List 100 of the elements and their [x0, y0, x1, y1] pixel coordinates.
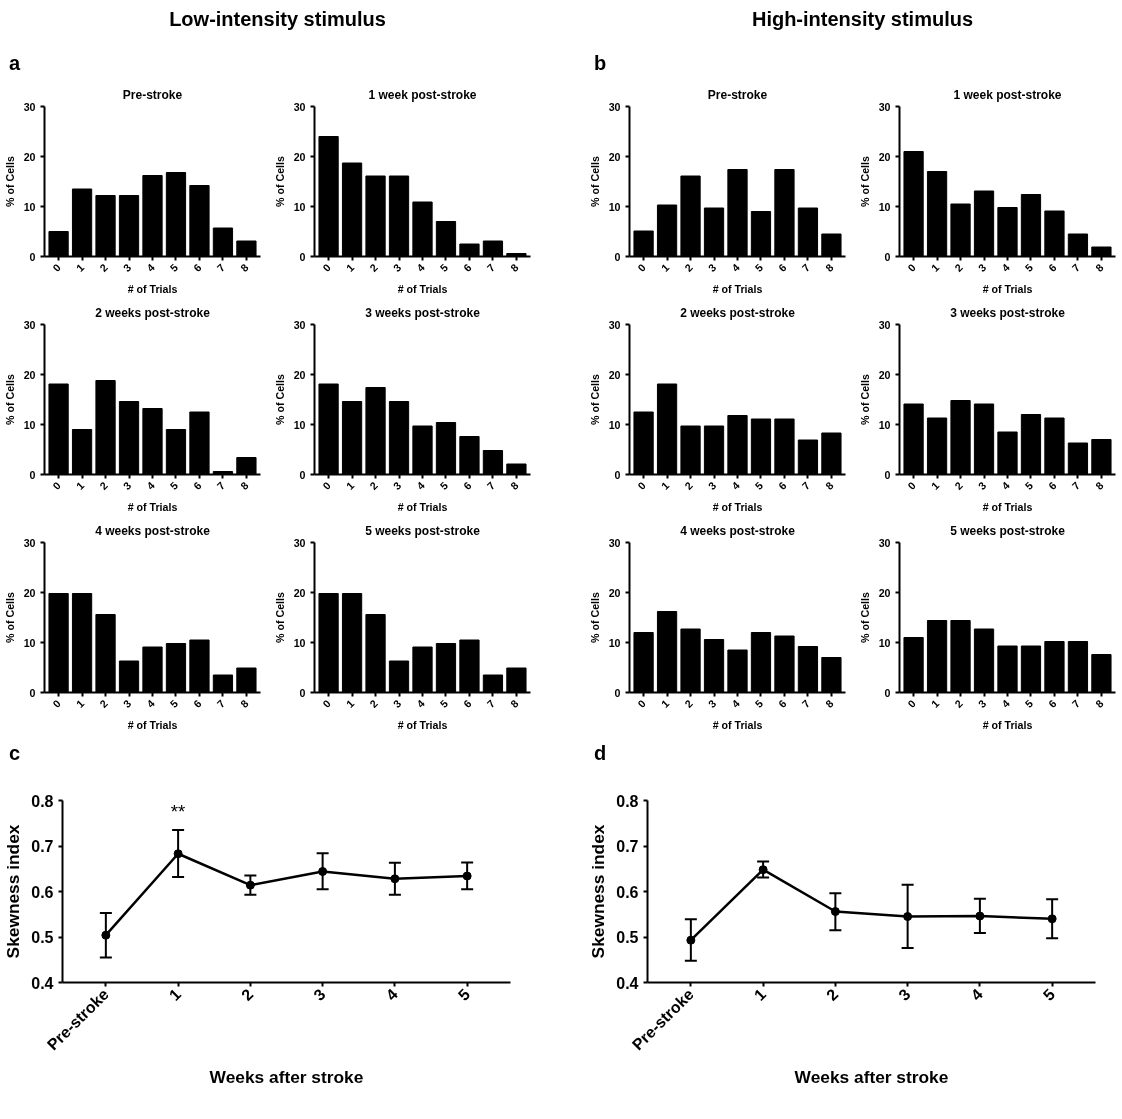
x-tick-label: 6 [461, 479, 474, 492]
x-tick-label: 5 [167, 697, 181, 710]
x-axis-title: Weeks after stroke [209, 1067, 364, 1088]
y-tick-label: 20 [293, 150, 306, 163]
x-tick-label: 6 [776, 697, 789, 710]
x-tick-label: 5 [167, 479, 181, 492]
x-tick-label: 8 [822, 261, 836, 274]
x-tick-label: 7 [799, 479, 813, 492]
x-tick-label: 2 [367, 261, 380, 274]
x-tick-label: 0 [50, 479, 63, 492]
x-axis-title: # of Trials [127, 283, 178, 296]
x-tick-label: 0 [320, 261, 333, 274]
x-tick-label: 5 [752, 697, 766, 710]
y-tick-label: 20 [293, 586, 306, 599]
x-tick-label: 1 [658, 261, 672, 274]
x-tick-label: 1 [73, 261, 87, 274]
y-tick-label: 20 [23, 368, 36, 381]
y-tick-label: 10 [608, 418, 621, 431]
y-tick-label: 0 [614, 468, 621, 481]
x-tick-label: 7 [1069, 261, 1083, 274]
y-tick-label: 30 [878, 536, 891, 549]
y-axis-title: % of Cells [273, 373, 286, 425]
x-tick-label: 1 [928, 479, 942, 492]
point [686, 935, 696, 945]
x-tick-label: 7 [214, 479, 228, 492]
x-tick-label: 4 [999, 479, 1012, 492]
x-axis-title: # of Trials [127, 719, 178, 732]
x-tick-label: 3 [120, 479, 134, 492]
x-tick-label: 8 [1092, 697, 1106, 710]
x-tick-label: 1 [658, 697, 672, 710]
y-tick-label: 10 [608, 636, 621, 649]
x-tick-label: 7 [484, 261, 498, 274]
y-tick-label: 0.6 [31, 883, 54, 901]
x-tick-label: 4 [414, 261, 427, 274]
y-tick-label: 20 [608, 150, 621, 163]
y-tick-label: 10 [293, 200, 306, 213]
x-tick-label: 2 [682, 261, 695, 274]
y-tick-label: 0.8 [31, 792, 54, 810]
x-tick-label: 6 [776, 479, 789, 492]
y-tick-label: 10 [878, 418, 891, 431]
y-tick-label: 0 [29, 686, 36, 699]
y-tick-label: 0 [614, 686, 621, 699]
y-tick-label: 0.5 [616, 929, 639, 946]
y-tick-label: 0 [884, 468, 891, 481]
y-tick-label: 0 [884, 250, 891, 263]
x-tick-label: 4 [999, 261, 1012, 274]
x-tick-label: 4 [967, 985, 986, 1004]
x-tick-label: 1 [343, 479, 357, 492]
y-tick-label: 0.4 [616, 974, 639, 992]
x-tick-label: 1 [165, 985, 185, 1004]
x-tick-label: 8 [507, 261, 521, 274]
x-tick-label: 7 [484, 479, 498, 492]
x-axis-title: # of Trials [397, 501, 448, 514]
y-tick-label: 20 [293, 368, 306, 381]
x-tick-label: 5 [437, 261, 451, 274]
x-tick-label: 8 [237, 479, 251, 492]
x-axis-title: # of Trials [982, 719, 1033, 732]
x-tick-label: 8 [822, 479, 836, 492]
x-tick-label: 6 [1046, 479, 1059, 492]
chart-title: 4 weeks post-stroke [680, 523, 796, 538]
text: b [594, 51, 607, 76]
y-tick-label: 0 [29, 250, 36, 263]
y-tick-label: 10 [293, 636, 306, 649]
x-axis-title: # of Trials [712, 283, 763, 296]
text: c [9, 741, 21, 766]
y-tick-label: 10 [23, 636, 36, 649]
point [462, 871, 472, 881]
x-axis-title: # of Trials [127, 501, 178, 514]
x-tick-label: 0 [320, 479, 333, 492]
x-tick-label: 6 [776, 261, 789, 274]
x-tick-label: 7 [1069, 697, 1083, 710]
x-tick-label: 2 [367, 479, 380, 492]
text: Low-intensity stimulus [169, 7, 386, 32]
x-tick-label: 6 [191, 261, 204, 274]
x-tick-label: 2 [952, 479, 965, 492]
x-tick-label: 0 [635, 479, 648, 492]
y-tick-label: 30 [23, 536, 36, 549]
x-tick-label: 3 [390, 479, 404, 492]
y-tick-label: 30 [23, 100, 36, 113]
x-tick-label: 5 [1039, 985, 1059, 1004]
chart-title: 1 week post-stroke [953, 87, 1062, 102]
y-tick-label: 0.4 [31, 974, 54, 992]
y-tick-label: 10 [23, 418, 36, 431]
x-tick-label: 2 [238, 985, 257, 1004]
x-tick-label: 4 [414, 479, 427, 492]
y-tick-label: 0.8 [616, 792, 639, 810]
x-tick-label: 3 [120, 261, 134, 274]
x-tick-label: 8 [237, 261, 251, 274]
x-axis-title: # of Trials [397, 719, 448, 732]
x-tick-label: 0 [905, 479, 918, 492]
x-axis-title: # of Trials [712, 719, 763, 732]
chart-title: 4 weeks post-stroke [95, 523, 211, 538]
y-tick-label: 0.5 [31, 929, 54, 946]
x-tick-label: 0 [50, 697, 63, 710]
x-tick-label: 4 [144, 261, 157, 274]
chart-title: 3 weeks post-stroke [365, 305, 481, 320]
point [318, 866, 328, 876]
x-tick-label: 6 [191, 697, 204, 710]
x-tick-label: 6 [1046, 697, 1059, 710]
x-tick-label: 7 [1069, 479, 1083, 492]
